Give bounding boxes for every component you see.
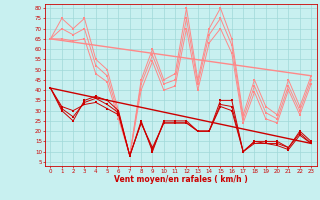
X-axis label: Vent moyen/en rafales ( km/h ): Vent moyen/en rafales ( km/h ) [114,175,248,184]
